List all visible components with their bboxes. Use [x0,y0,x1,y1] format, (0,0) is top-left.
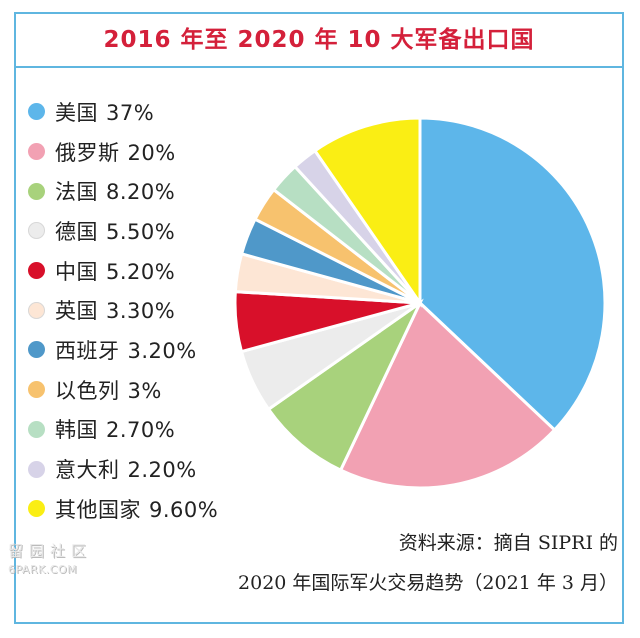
legend-item: 俄罗斯 20% [28,132,218,172]
legend-item: 美国 37% [28,92,218,132]
watermark-line-1: 留园社区 [8,542,93,560]
legend-percent: 9.60% [149,497,219,522]
legend-percent: 5.20% [106,259,176,284]
legend-item: 法国 8.20% [28,171,218,211]
legend-label: 以色列 3% [55,375,162,405]
legend-label: 韩国 2.70% [55,414,175,444]
legend-swatch [28,143,45,161]
watermark: 留园社区 6PARK.COM [8,540,92,576]
legend-item: 以色列 3% [28,370,218,410]
legend-item: 西班牙 3.20% [28,330,218,370]
legend-swatch [28,420,45,438]
legend-item: 英国 3.30% [28,290,218,330]
legend-item: 中国 5.20% [28,251,218,291]
pie-slice [312,116,422,308]
legend-country: 韩国 [55,418,98,443]
legend-label: 其他国家 9.60% [55,494,218,524]
legend-label: 中国 5.20% [55,256,175,286]
legend-swatch [28,460,45,478]
source-note: 资料来源：摘自 SIPRI 的 2020 年国际军火交易趋势（2021 年 3 … [58,523,618,603]
chart-legend: 美国 37% 俄罗斯 20% 法国 8.20% 德国 5.50% 中国 5.20% 英国 3.30% 西… [28,92,218,529]
pie-slice [266,298,424,473]
legend-country: 俄罗斯 [55,140,120,165]
legend-country: 意大利 [55,458,120,483]
legend-percent: 37% [106,100,155,125]
legend-swatch [28,500,45,518]
legend-label: 意大利 2.20% [55,454,197,484]
legend-label: 西班牙 3.20% [55,335,197,365]
legend-item: 德国 5.50% [28,211,218,251]
legend-item: 其他国家 9.60% [28,489,218,529]
legend-country: 德国 [55,219,98,244]
legend-country: 美国 [55,100,98,125]
legend-swatch [28,341,45,359]
legend-label: 英国 3.30% [55,295,175,325]
legend-label: 俄罗斯 20% [55,137,176,167]
legend-percent: 20% [127,140,176,165]
legend-country: 英国 [55,299,98,324]
legend-country: 以色列 [55,378,120,403]
legend-item: 韩国 2.70% [28,410,218,450]
legend-percent: 2.70% [106,418,176,443]
legend-percent: 3% [127,378,162,403]
legend-percent: 2.20% [127,458,197,483]
legend-country: 法国 [55,180,98,205]
legend-label: 美国 37% [55,97,154,127]
chart-title: 2016 年至 2020 年 10 大军备出口国 [16,14,622,68]
pie-slice [338,300,557,490]
legend-item: 意大利 2.20% [28,449,218,489]
legend-label: 德国 5.50% [55,216,175,246]
legend-swatch [28,381,45,399]
legend-swatch [28,182,45,200]
legend-swatch [28,222,45,240]
legend-label: 法国 8.20% [55,176,175,206]
legend-country: 西班牙 [55,338,120,363]
legend-percent: 3.20% [127,338,197,363]
legend-swatch [28,301,45,319]
pie-slice [418,116,607,433]
watermark-line-2: 6PARK.COM [8,563,78,576]
source-line-2: 2020 年国际军火交易趋势（2021 年 3 月） [238,572,618,594]
legend-country: 中国 [55,259,98,284]
legend-swatch [28,103,45,121]
legend-country: 其他国家 [55,497,141,522]
source-line-1: 资料来源：摘自 SIPRI 的 [398,532,618,554]
legend-swatch [28,262,45,280]
legend-percent: 3.30% [106,299,176,324]
legend-percent: 5.50% [106,219,176,244]
legend-percent: 8.20% [106,180,176,205]
